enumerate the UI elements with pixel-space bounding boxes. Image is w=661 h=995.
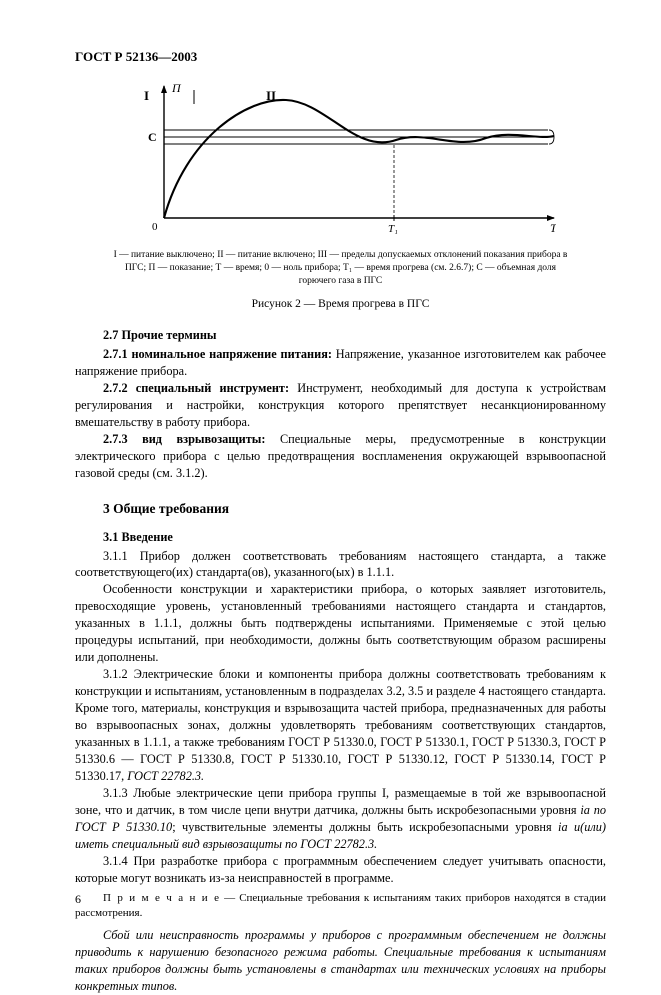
svg-text:С: С [148,130,157,144]
heading-3-1: 3.1 Введение [75,529,606,546]
note-label: П р и м е ч а н и е [103,892,220,904]
para-3-1-1a: 3.1.1 Прибор должен соответствовать треб… [75,548,606,582]
para-3-1-2-text: 3.1.2 Электрические блоки и компоненты п… [75,667,606,783]
svg-text:II: II [266,88,276,103]
term-2-7-2: 2.7.2 специальный инструмент: Инструмент… [75,380,606,431]
term-2-7-3-label: 2.7.3 вид взрывозащиты: [103,432,280,446]
figure-title: Рисунок 2 — Время прогрева в ПГС [75,297,606,313]
term-2-7-2-label: 2.7.2 специальный инструмент: [103,381,297,395]
figure-legend-text: I — питание выключено; II — питание вклю… [114,250,568,286]
document-header: ГОСТ Р 52136—2003 [75,48,606,66]
italic-note: Сбой или неисправность программы у прибо… [75,927,606,995]
svg-text:T₁: T₁ [388,223,398,235]
term-2-7-1: 2.7.1 номинальное напряжение питания: На… [75,346,606,380]
para-3-1-2-gost: ГОСТ 22782.3. [127,769,204,783]
svg-text:0: 0 [152,221,158,233]
para-3-1-2: 3.1.2 Электрические блоки и компоненты п… [75,666,606,785]
svg-text:I: I [144,88,149,103]
figure-legend: I — питание выключено; II — питание вклю… [107,249,574,287]
note: П р и м е ч а н и е — Специальные требов… [75,891,606,921]
page-number: 6 [75,891,81,908]
svg-text:T: T [550,221,556,235]
para-3-1-3-c: ; чувствительные элементы должны быть ис… [172,820,558,834]
term-2-7-3: 2.7.3 вид взрывозащиты: Специальные меры… [75,431,606,482]
figure-svg: ПTIIIIIIС0T₁ [126,78,556,238]
term-2-7-1-label: 2.7.1 номинальное напряжение питания: [103,347,336,361]
heading-3: 3 Общие требования [75,500,606,519]
heading-2-7: 2.7 Прочие термины [75,327,606,344]
para-3-1-3-a: 3.1.3 Любые электрические цепи прибора г… [75,786,606,817]
figure-2: ПTIIIIIIС0T₁ [75,78,606,243]
para-3-1-3: 3.1.3 Любые электрические цепи прибора г… [75,785,606,853]
para-3-1-4: 3.1.4 При разработке прибора с программн… [75,853,606,887]
para-3-1-1b: Особенности конструкции и характеристики… [75,581,606,666]
svg-text:П: П [171,81,182,95]
